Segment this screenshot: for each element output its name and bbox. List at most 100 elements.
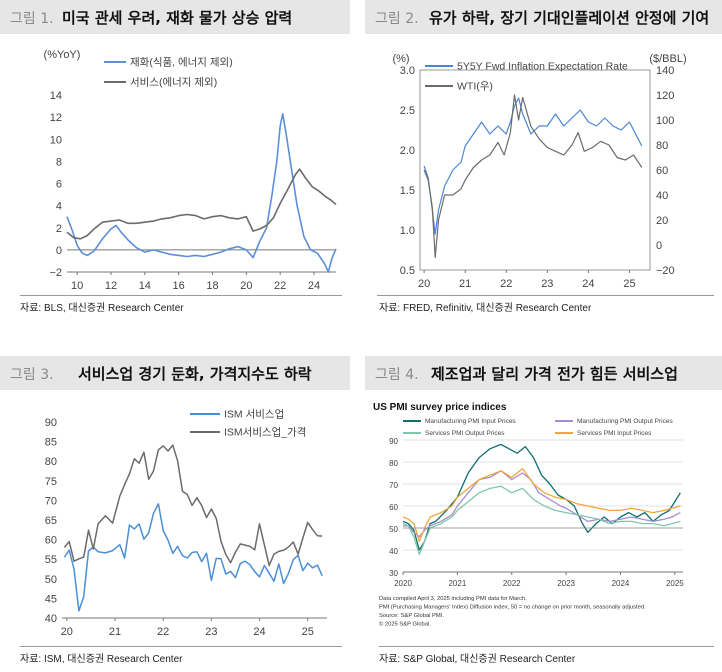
chart-4-title: US PMI survey price indices xyxy=(373,402,507,413)
y-tick-label: 3.0 xyxy=(400,65,415,77)
y2-tick-label: 100 xyxy=(656,115,674,127)
figure-4-divider xyxy=(379,646,714,647)
x-tick-label: 25 xyxy=(623,278,635,290)
y-tick-label: 8 xyxy=(56,156,62,168)
series-line xyxy=(402,485,681,556)
y-tick-label: 85 xyxy=(45,437,57,449)
y-tick-label: 30 xyxy=(389,569,398,578)
figure-1-divider xyxy=(20,295,342,296)
y-tick-label: 45 xyxy=(45,593,57,605)
x-tick-label: 22 xyxy=(274,280,286,290)
figure-3-title: 서비스업 경기 둔화, 가격지수도 하락 xyxy=(78,365,312,383)
series-line xyxy=(66,113,337,273)
figure-1-source: 자료: BLS, 대신증권 Research Center xyxy=(20,303,184,314)
y-tick-label: 50 xyxy=(45,574,57,586)
legend-label: 서비스(에너지 제외) xyxy=(130,77,217,89)
figure-2-divider xyxy=(377,295,714,296)
chart-note: © 2025 S&P Global. xyxy=(379,621,431,628)
figure-3-number: 그림 3. xyxy=(10,367,54,383)
y-tick-label: −2 xyxy=(49,267,62,279)
figure-1-number: 그림 1. xyxy=(10,11,54,27)
figure-2-number: 그림 2. xyxy=(375,11,419,27)
x-tick-label: 2022 xyxy=(503,579,521,588)
y-tick-label: 55 xyxy=(45,554,57,566)
x-tick-label: 20 xyxy=(61,626,73,638)
y-tick-label: 10 xyxy=(50,134,62,146)
series-line xyxy=(402,443,681,551)
y2-tick-label: 80 xyxy=(656,140,668,152)
y-tick-label: 0.5 xyxy=(400,265,415,277)
figure-2: 그림 2. 유가 하락, 장기 기대인플레이션 안정에 기여 3.0 2.5 2.0… xyxy=(365,0,722,320)
legend-label: ISM서비스업_가격 xyxy=(224,426,306,439)
figure-4-header: 그림 4. 제조업과 달리 가격 전가 힘든 서비스업 xyxy=(365,356,722,390)
x-tick-label: 21 xyxy=(109,626,121,638)
y2-tick-label: 40 xyxy=(656,190,668,202)
y2-tick-label: 60 xyxy=(656,165,668,177)
y-tick-label: 14 xyxy=(50,90,62,102)
y2-tick-label: −20 xyxy=(656,265,675,277)
y2-tick-label: 120 xyxy=(656,90,674,102)
y-tick-label: 6 xyxy=(56,179,62,191)
y-axis-label: (%YoY) xyxy=(44,49,81,61)
y2-axis-label: ($/BBL) xyxy=(649,53,686,65)
x-tick-label: 21 xyxy=(459,278,471,290)
x-tick-label: 20 xyxy=(240,280,252,290)
x-tick-label: 20 xyxy=(418,278,430,290)
y-tick-label: 1.0 xyxy=(400,225,415,237)
chart-note: Data compiled April 3, 2025 including PM… xyxy=(379,596,527,602)
x-tick-label: 24 xyxy=(308,280,320,290)
y-tick-label: 2 xyxy=(56,223,62,235)
figure-2-title: 유가 하락, 장기 기대인플레이션 안정에 기여 xyxy=(429,9,710,27)
y-tick-label: 12 xyxy=(50,112,62,124)
legend-label: Services PMI Input Prices xyxy=(577,430,652,437)
x-tick-label: 2020 xyxy=(394,579,412,588)
chart-3: 90 85 80 75 70 65 60 55 50 45 40 20 21 22 23 24 25 ISM 서비… xyxy=(45,408,327,638)
x-tick-label: 24 xyxy=(582,278,594,290)
chart-2: 3.0 2.5 2.0 1.5 1.0 0.5 140 120 100 80 60 40 20 0 −20 2… xyxy=(392,53,686,290)
x-tick-label: 22 xyxy=(157,626,169,638)
y-axis-label: (%) xyxy=(392,53,409,65)
figure-2-header: 그림 2. 유가 하락, 장기 기대인플레이션 안정에 기여 xyxy=(365,0,722,34)
series-line xyxy=(66,168,337,240)
series-line xyxy=(423,94,643,259)
legend-label: 5Y5Y Fwd Inflation Expectation Rate xyxy=(457,61,628,73)
series-line xyxy=(402,467,681,542)
x-tick-label: 23 xyxy=(205,626,217,638)
x-tick-label: 24 xyxy=(253,626,265,638)
legend-label: Manufacturing PMI Output Prices xyxy=(577,418,673,425)
figure-3-header: 그림 3. 서비스업 경기 둔화, 가격지수도 하락 xyxy=(0,356,350,390)
x-tick-label: 25 xyxy=(302,626,314,638)
chart-note: PMI (Purchasing Managers' Index) Diffusi… xyxy=(379,605,646,611)
y-tick-label: 4 xyxy=(56,201,62,213)
x-tick-label: 16 xyxy=(173,280,185,290)
y-tick-label: 90 xyxy=(45,417,57,429)
series-line xyxy=(63,503,323,612)
y-tick-label: 50 xyxy=(389,525,398,534)
series-line xyxy=(423,97,643,235)
y-tick-label: 60 xyxy=(45,535,57,547)
figure-3-divider xyxy=(20,646,342,647)
y-tick-label: 2.5 xyxy=(400,105,415,117)
y-tick-label: 40 xyxy=(45,613,57,625)
y-tick-label: 60 xyxy=(389,503,398,512)
y-tick-label: 80 xyxy=(389,459,398,468)
y-tick-label: 90 xyxy=(389,437,398,446)
legend-label: Manufacturing PMI Input Prices xyxy=(425,418,516,425)
y-tick-label: 65 xyxy=(45,515,57,527)
chart-4: US PMI survey price indices 90 80 70 60 50 40 3… xyxy=(373,402,684,628)
legend-label: Services PMI Output Prices xyxy=(425,430,505,437)
y2-tick-label: 140 xyxy=(656,65,674,77)
x-tick-label: 2021 xyxy=(448,579,466,588)
y-tick-label: 80 xyxy=(45,456,57,468)
x-tick-label: 14 xyxy=(139,280,151,290)
x-tick-label: 18 xyxy=(206,280,218,290)
y-tick-label: 70 xyxy=(389,481,398,490)
legend-label: 재화(식품, 에너지 제외) xyxy=(130,57,233,69)
plot-frame xyxy=(419,69,651,271)
chart-note: Source: S&P Global PMI. xyxy=(379,613,444,619)
figure-4: 그림 4. 제조업과 달리 가격 전가 힘든 서비스업 US PMI surve… xyxy=(365,356,722,672)
figure-1-header: 그림 1. 미국 관세 우려, 재화 물가 상승 압력 xyxy=(0,0,350,34)
figure-1-title: 미국 관세 우려, 재화 물가 상승 압력 xyxy=(62,9,293,27)
figure-4-title: 제조업과 달리 가격 전가 힘든 서비스업 xyxy=(431,365,678,383)
